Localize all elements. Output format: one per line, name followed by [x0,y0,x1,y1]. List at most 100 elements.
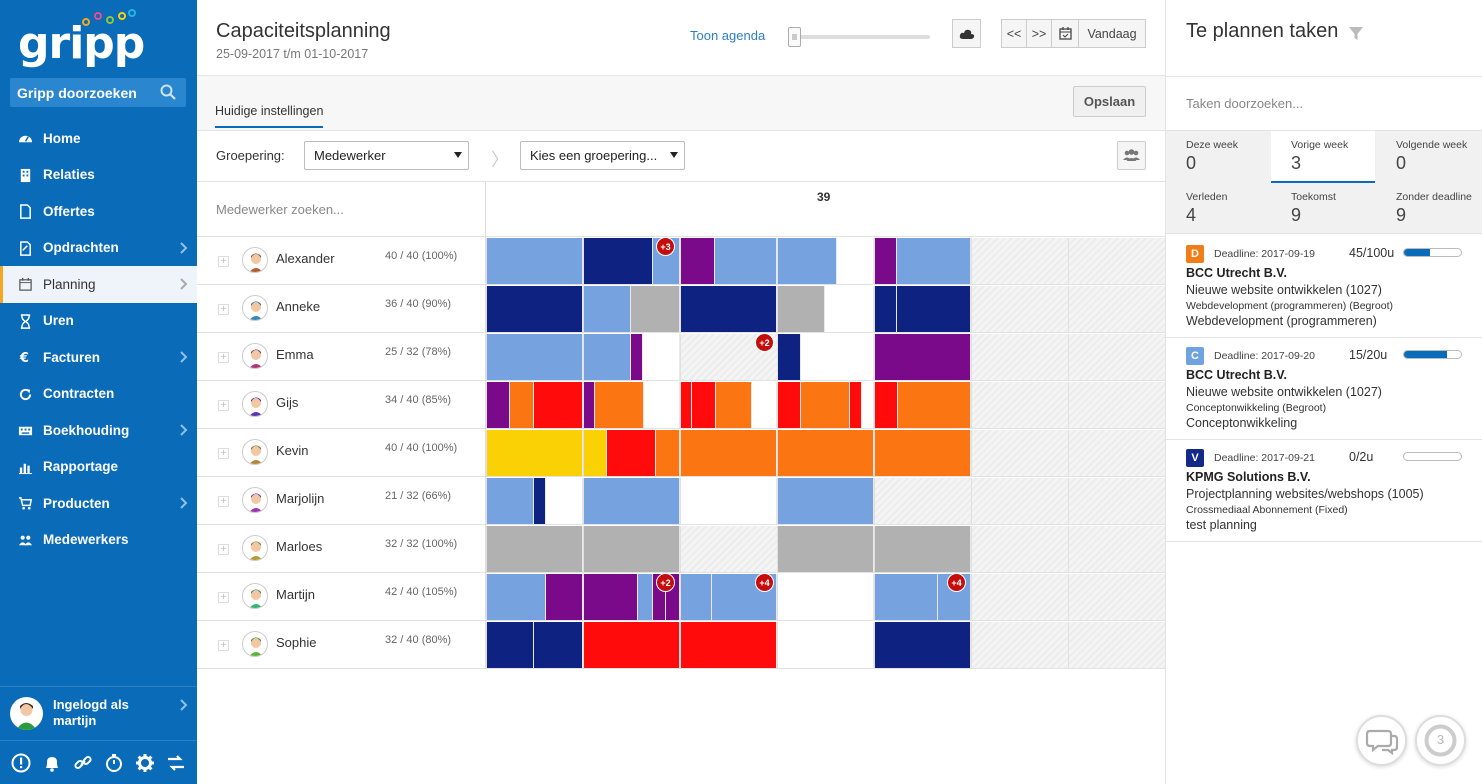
planning-block[interactable] [752,382,777,429]
next-week-button[interactable]: >> [1026,19,1052,48]
planning-block[interactable] [607,430,656,477]
planning-block[interactable] [583,334,631,381]
expand-icon[interactable]: + [218,256,229,267]
expand-icon[interactable]: + [218,640,229,651]
planning-block[interactable] [716,382,752,429]
planning-block[interactable] [643,334,680,381]
second-grouping-select[interactable]: Kies een groepering... [520,141,685,170]
planning-block[interactable] [583,478,680,525]
planning-block[interactable] [692,382,716,429]
agenda-slider-track[interactable] [790,35,930,39]
planning-block[interactable] [777,334,801,381]
planning-block[interactable] [874,334,971,381]
search-icon[interactable] [160,84,176,100]
planning-block[interactable] [874,382,898,429]
planning-block[interactable] [486,334,583,381]
planning-block[interactable] [850,382,862,429]
agenda-slider-handle[interactable] [788,27,801,47]
expand-icon[interactable]: + [218,448,229,459]
planning-block[interactable] [837,238,874,285]
sidebar-item-opdrachten[interactable]: Opdrachten [0,230,197,267]
planning-block[interactable] [680,430,777,477]
planning-block[interactable] [680,622,777,669]
sidebar-item-offertes[interactable]: Offertes [0,193,197,230]
planning-block[interactable] [897,238,971,285]
employee-search-input[interactable]: Medewerker zoeken... [216,202,344,217]
sidebar-item-uren[interactable]: Uren [0,303,197,340]
planning-block[interactable] [583,238,653,285]
swap-icon[interactable] [166,753,186,773]
sidebar-search[interactable]: Gripp doorzoeken [10,78,186,107]
expand-icon[interactable]: + [218,544,229,555]
planning-block[interactable] [898,382,971,429]
planning-block[interactable] [680,382,692,429]
planning-block[interactable] [510,382,534,429]
planning-block[interactable] [583,382,595,429]
planning-block[interactable] [583,622,680,669]
show-agenda-link[interactable]: Toon agenda [690,28,766,43]
planning-block[interactable] [486,286,583,333]
planning-block[interactable] [777,622,874,669]
task-search-input[interactable]: Taken doorzoeken... [1186,96,1304,111]
planning-block[interactable] [680,478,777,525]
planning-block[interactable] [486,382,510,429]
expand-icon[interactable]: + [218,352,229,363]
stat-toekomst[interactable]: Toekomst 9 [1271,183,1375,235]
logged-in-user[interactable]: Ingelogd als martijn [0,686,197,740]
planning-block[interactable] [777,478,874,525]
planning-block[interactable] [486,430,583,477]
sidebar-item-boekhouding[interactable]: Boekhouding [0,412,197,449]
planning-block[interactable] [825,286,874,333]
planning-block[interactable] [546,574,583,621]
stat-volgende-week[interactable]: Volgende week 0 [1376,131,1480,183]
alert-icon[interactable] [11,753,31,773]
date-picker-button[interactable] [1051,19,1079,48]
planning-block[interactable] [874,526,971,573]
tab-current-settings[interactable]: Huidige instellingen [215,104,324,128]
overflow-badge[interactable]: +4 [755,573,774,592]
planning-block[interactable] [680,574,712,621]
sidebar-item-producten[interactable]: Producten [0,485,197,522]
planning-block[interactable] [897,286,971,333]
planning-block[interactable] [486,478,534,525]
gripp-logo[interactable]: gripp [18,9,145,70]
planning-block[interactable] [862,382,874,429]
planning-block[interactable] [644,382,680,429]
sidebar-item-facturen[interactable]: € Facturen [0,339,197,376]
planning-block[interactable] [534,382,583,429]
group-users-button[interactable] [1117,141,1146,170]
planning-block[interactable] [777,238,837,285]
bell-icon[interactable] [42,753,62,773]
stopwatch-icon[interactable] [104,753,124,773]
overflow-badge[interactable]: +3 [656,237,675,256]
planning-block[interactable] [583,526,680,573]
planning-block[interactable] [874,286,897,333]
task-card[interactable]: V Deadline: 2017-09-21 0/2u KPMG Solutions … [1166,440,1482,542]
grouping-select[interactable]: Medewerker [304,141,469,170]
planning-block[interactable] [777,382,801,429]
planning-block[interactable] [874,622,971,669]
expand-icon[interactable]: + [218,400,229,411]
task-card[interactable]: C Deadline: 2017-09-20 15/20u BCC Utrecht B… [1166,338,1482,440]
planning-block[interactable] [777,430,874,477]
planning-block[interactable] [777,526,874,573]
planning-block[interactable] [874,430,971,477]
chat-button[interactable] [1356,715,1407,766]
overflow-badge[interactable]: +4 [947,573,966,592]
sidebar-item-medewerkers[interactable]: Medewerkers [0,522,197,559]
stat-verleden[interactable]: Verleden 4 [1166,183,1270,235]
planning-block[interactable] [546,478,583,525]
stat-deze-week[interactable]: Deze week 0 [1166,131,1270,183]
overflow-badge[interactable]: +2 [755,333,774,352]
planning-block[interactable] [631,286,680,333]
planning-block[interactable] [656,430,680,477]
task-card[interactable]: D Deadline: 2017-09-19 45/100u BCC Utrecht … [1166,236,1482,338]
stat-zonder-deadline[interactable]: Zonder deadline 9 [1376,183,1480,235]
planning-block[interactable] [486,622,534,669]
planning-block[interactable] [715,238,777,285]
planning-block[interactable] [534,478,546,525]
planning-block[interactable] [595,382,644,429]
planning-block[interactable] [680,286,777,333]
planning-block[interactable] [583,574,638,621]
link-icon[interactable] [73,753,93,773]
